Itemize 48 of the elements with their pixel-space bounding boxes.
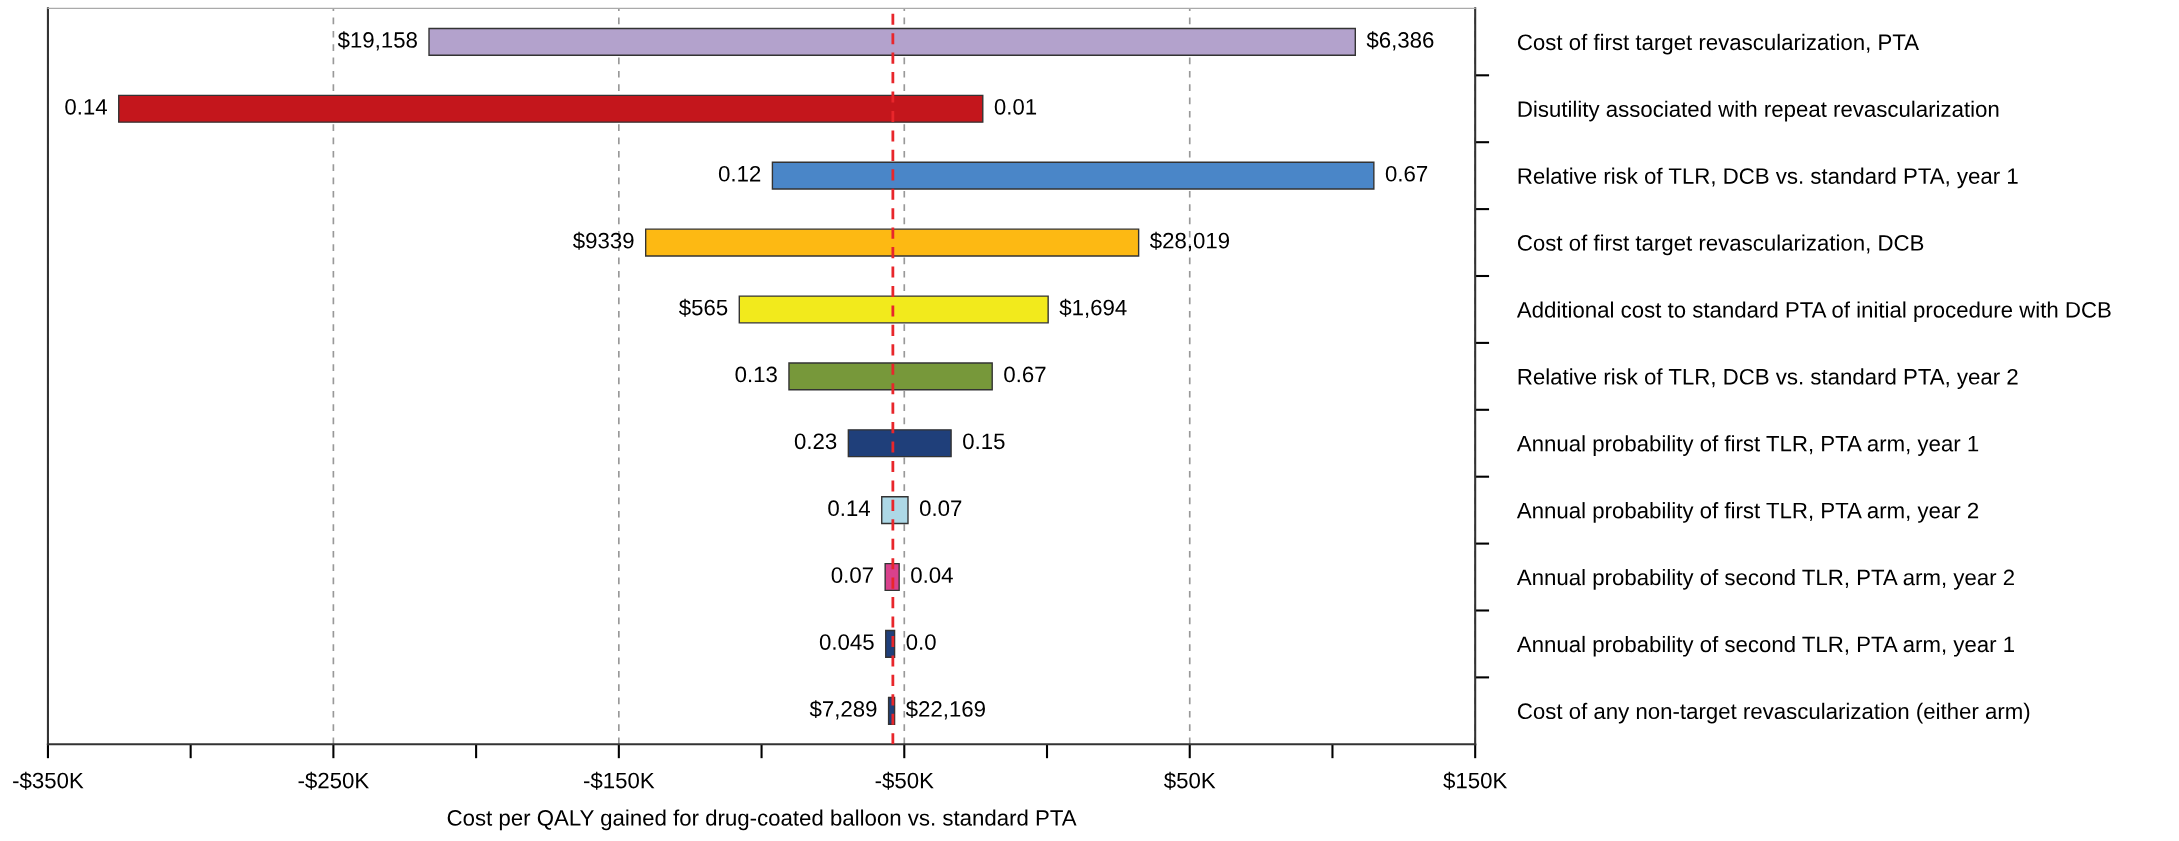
- x-tick-label: $50K: [1164, 771, 1216, 790]
- x-tick-label: -$250K: [298, 771, 369, 790]
- bar: [847, 429, 952, 458]
- annotation: $7,289: [809, 700, 877, 720]
- annotation: 0.07: [919, 500, 962, 517]
- annotation: $6,386: [1366, 31, 1434, 51]
- y-tick-label: Annual probability of second TLR, PTA arm, year 2: [1516, 568, 2014, 590]
- bar: [881, 496, 909, 525]
- annotation: 0.12: [718, 165, 761, 182]
- y-tick-label: Annual probability of first TLR, PTA arm, year 1: [1516, 435, 1979, 456]
- bar: [644, 228, 1140, 257]
- annotation: $22,169: [905, 700, 985, 720]
- bar: [738, 295, 1049, 324]
- annotation: 0.045: [819, 634, 874, 650]
- annotation: $28,019: [1149, 231, 1230, 252]
- y-tick-label: Additional cost to standard PTA of initial procedure with DCB: [1516, 301, 2111, 323]
- y-tick-label: Disutility associated with repeat revascularization: [1518, 100, 1999, 122]
- y-tick-label: Relative risk of TLR, DCB vs. standard PTA, year 1: [1518, 167, 2018, 189]
- annotation: 0.14: [828, 500, 870, 517]
- y-tick-label: Cost of first target revascularization, PTA: [1517, 33, 1920, 55]
- y-tick-label: Cost of first target revascularization, DCB: [1517, 234, 1924, 256]
- y-tick-label: Relative risk of TLR, DCB vs. standard PTA, year 2: [1518, 368, 2018, 390]
- annotation: $9339: [573, 231, 634, 250]
- annotation: $565: [678, 298, 728, 317]
- bar: [771, 161, 1375, 190]
- y-tick-label: Annual probability of second TLR, PTA arm, year 1: [1516, 635, 2014, 657]
- annotation: $19,158: [337, 31, 417, 51]
- y-tick-label: Annual probability of first TLR, PTA arm, year 2: [1516, 502, 1979, 523]
- annotation: $1,694: [1059, 298, 1127, 319]
- x-tick-label: -$350K: [13, 771, 84, 790]
- x-tick-label: $150K: [1443, 771, 1508, 790]
- bar: [428, 27, 1356, 56]
- annotation: 0.67: [1385, 165, 1428, 182]
- bar: [788, 362, 993, 391]
- x-axis-title: Cost per QALY gained for drug-coated balloon vs. standard PTA: [447, 809, 1077, 831]
- annotation: 0.23: [794, 433, 837, 450]
- bar: [118, 94, 984, 123]
- annotation: 0.07: [831, 567, 873, 584]
- annotation: 0.01: [994, 98, 1037, 115]
- y-tick-label: Cost of any non-target revascularization (either arm): [1517, 702, 2030, 724]
- x-tick-label: -$150K: [584, 771, 655, 790]
- annotation: 0.15: [963, 433, 1005, 450]
- annotation: 0.67: [1004, 366, 1046, 383]
- x-tick-label: -$50K: [875, 771, 934, 790]
- annotation: 0.0: [906, 634, 936, 650]
- annotation: 0.14: [65, 98, 107, 115]
- annotation: 0.04: [911, 567, 953, 584]
- annotation: 0.13: [735, 366, 777, 383]
